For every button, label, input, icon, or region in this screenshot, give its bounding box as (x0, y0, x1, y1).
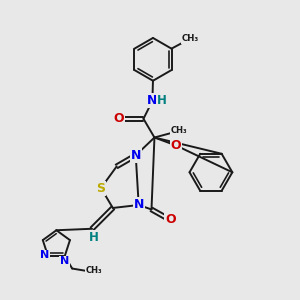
Text: N: N (40, 250, 49, 260)
Text: CH₃: CH₃ (170, 126, 187, 135)
Text: N: N (59, 256, 69, 266)
Text: N: N (130, 149, 141, 162)
Text: N: N (134, 199, 144, 212)
Text: S: S (97, 182, 106, 194)
Text: H: H (88, 231, 98, 244)
Text: H: H (157, 94, 167, 107)
Text: CH₃: CH₃ (182, 34, 199, 43)
Text: O: O (171, 139, 182, 152)
Text: CH₃: CH₃ (85, 266, 102, 275)
Text: O: O (113, 112, 124, 125)
Text: O: O (165, 213, 175, 226)
Text: N: N (147, 94, 158, 107)
